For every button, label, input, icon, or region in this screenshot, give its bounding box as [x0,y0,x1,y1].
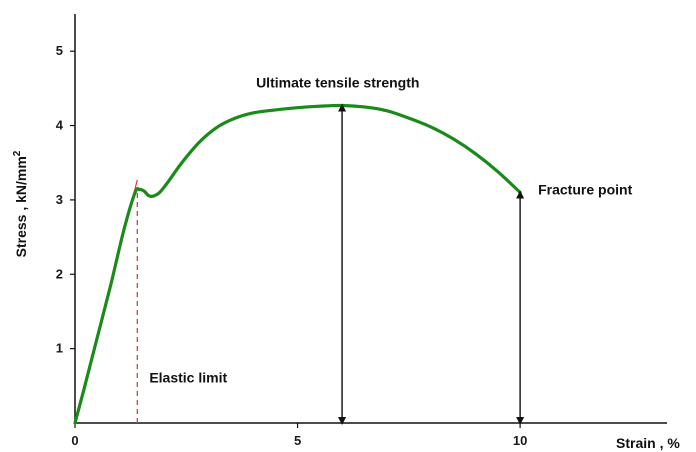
x-tick-label: 5 [294,433,301,448]
y-tick-label: 5 [56,43,63,58]
annotation-label: Elastic limit [149,369,227,385]
x-tick-label: 0 [71,433,78,448]
x-tick-label: 10 [513,433,527,448]
y-tick-label: 1 [56,341,63,356]
annotation-label: Fracture point [538,181,632,197]
y-tick-label: 2 [56,266,63,281]
y-tick-label: 3 [56,192,63,207]
y-tick-label: 4 [56,118,64,133]
stress-strain-curve [73,103,522,425]
y-axis-label: Stress , kN/mm2 [12,150,29,257]
annotation-label: Ultimate tensile strength [256,74,419,90]
x-axis-label: Strain , % [616,435,680,451]
